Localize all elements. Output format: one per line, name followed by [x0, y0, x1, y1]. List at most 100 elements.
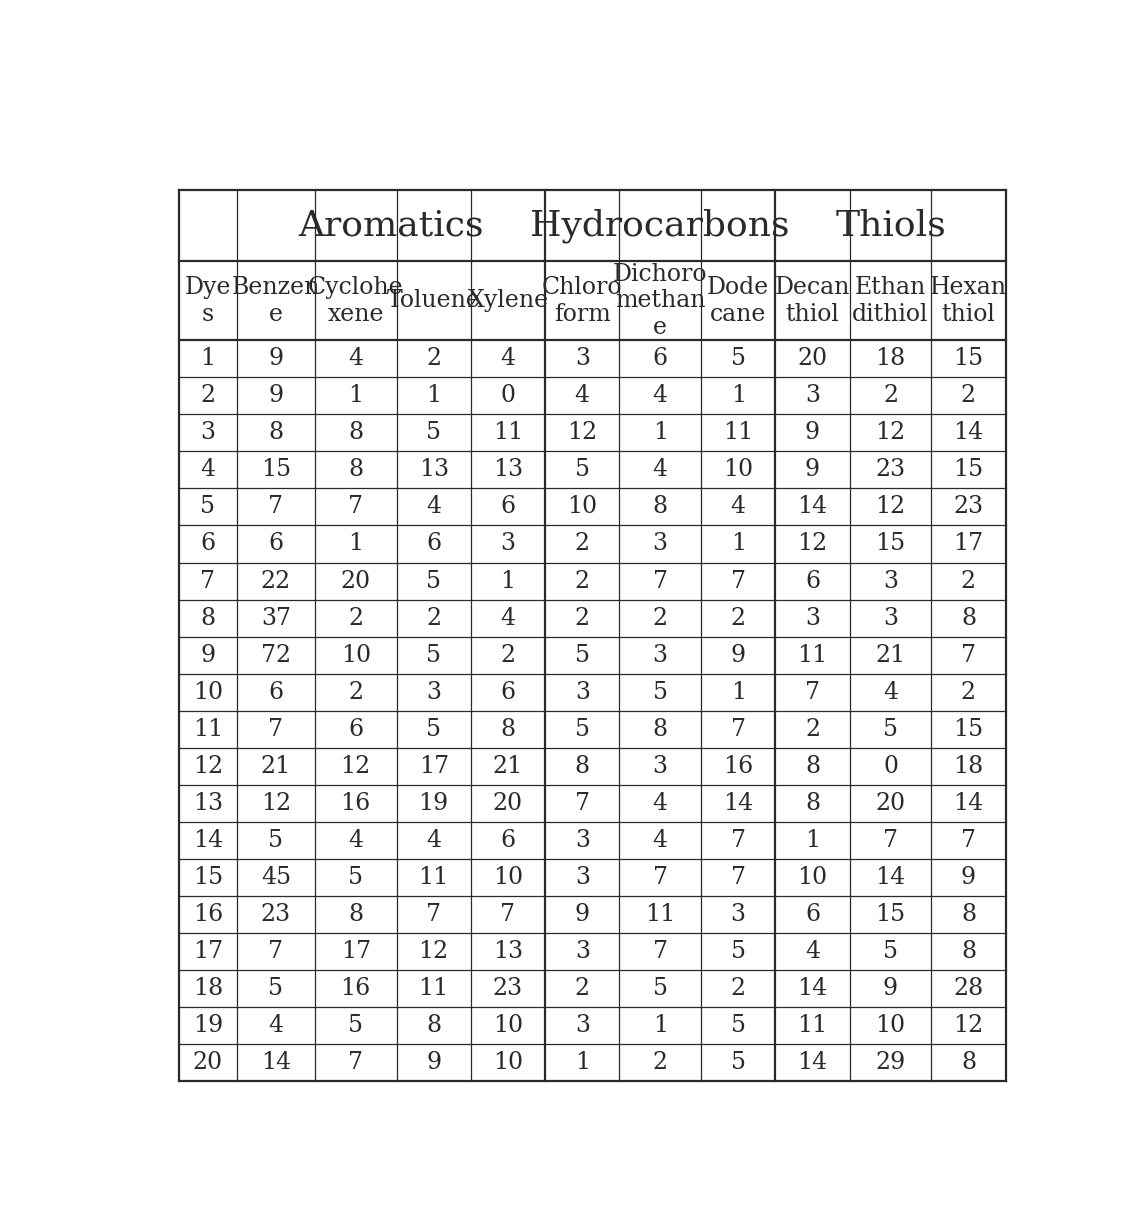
Text: 8: 8 — [805, 755, 820, 778]
Text: 23: 23 — [875, 458, 906, 481]
Text: 15: 15 — [260, 458, 291, 481]
Text: 3: 3 — [805, 384, 820, 407]
Text: 21: 21 — [493, 755, 523, 778]
Text: 10: 10 — [875, 1014, 906, 1038]
Text: 19: 19 — [193, 1014, 223, 1038]
Text: Cyclohe
xene: Cyclohe xene — [307, 276, 404, 326]
Text: 4: 4 — [731, 495, 746, 518]
Text: 8: 8 — [201, 607, 216, 629]
Text: 2: 2 — [575, 977, 590, 1001]
Text: 12: 12 — [953, 1014, 984, 1038]
Text: 7: 7 — [883, 828, 898, 852]
Text: 2: 2 — [805, 718, 820, 741]
Text: 6: 6 — [500, 495, 515, 518]
Text: 1: 1 — [731, 384, 746, 407]
Text: 16: 16 — [341, 977, 370, 1001]
Text: 7: 7 — [201, 570, 216, 592]
Text: 11: 11 — [193, 718, 223, 741]
Text: 2: 2 — [961, 570, 976, 592]
Text: 7: 7 — [653, 570, 668, 592]
Text: 14: 14 — [723, 792, 754, 815]
Text: 2: 2 — [961, 681, 976, 704]
Text: 19: 19 — [419, 792, 448, 815]
Text: 10: 10 — [493, 1014, 523, 1038]
Text: 12: 12 — [875, 495, 906, 518]
Text: 11: 11 — [419, 977, 448, 1001]
Text: 8: 8 — [268, 421, 283, 444]
Text: 0: 0 — [883, 755, 898, 778]
Text: 9: 9 — [805, 458, 820, 481]
Text: 20: 20 — [875, 792, 906, 815]
Text: 8: 8 — [349, 421, 364, 444]
Text: 6: 6 — [268, 681, 283, 704]
Text: 6: 6 — [805, 904, 820, 926]
Text: 1: 1 — [653, 1014, 668, 1038]
Text: 7: 7 — [961, 828, 976, 852]
Text: 3: 3 — [805, 607, 820, 629]
Text: 23: 23 — [953, 495, 984, 518]
Text: 4: 4 — [427, 495, 442, 518]
Text: 3: 3 — [575, 828, 590, 852]
Text: 5: 5 — [427, 570, 442, 592]
Text: 8: 8 — [575, 755, 590, 778]
Text: 4: 4 — [653, 458, 668, 481]
Text: 12: 12 — [260, 792, 291, 815]
Text: 2: 2 — [883, 384, 898, 407]
Text: 8: 8 — [653, 718, 668, 741]
Text: Thiols: Thiols — [835, 209, 946, 243]
Text: 9: 9 — [268, 347, 283, 371]
Text: 21: 21 — [260, 755, 291, 778]
Text: 10: 10 — [341, 644, 370, 667]
Text: 4: 4 — [653, 792, 668, 815]
Text: Decan
thiol: Decan thiol — [775, 276, 850, 326]
Text: 23: 23 — [260, 904, 291, 926]
Text: 7: 7 — [349, 1051, 364, 1075]
Text: 7: 7 — [575, 792, 590, 815]
Text: 17: 17 — [341, 940, 370, 963]
Text: 3: 3 — [575, 867, 590, 889]
Text: 13: 13 — [493, 940, 523, 963]
Text: 45: 45 — [260, 867, 291, 889]
Text: 13: 13 — [419, 458, 448, 481]
Text: 1: 1 — [349, 384, 364, 407]
Text: 10: 10 — [493, 867, 523, 889]
Text: 7: 7 — [731, 718, 746, 741]
Text: 5: 5 — [427, 718, 442, 741]
Text: 15: 15 — [953, 347, 984, 371]
Text: 4: 4 — [349, 828, 364, 852]
Text: 2: 2 — [500, 644, 515, 667]
Text: 1: 1 — [575, 1051, 590, 1075]
Text: 18: 18 — [875, 347, 906, 371]
Text: 3: 3 — [201, 421, 216, 444]
Text: 1: 1 — [201, 347, 216, 371]
Text: 2: 2 — [731, 607, 746, 629]
Text: 6: 6 — [500, 828, 515, 852]
Text: 14: 14 — [193, 828, 223, 852]
Text: 4: 4 — [349, 347, 364, 371]
Text: 16: 16 — [723, 755, 754, 778]
Text: 3: 3 — [731, 904, 746, 926]
Text: Dye
s: Dye s — [185, 276, 232, 326]
Text: 10: 10 — [568, 495, 598, 518]
Text: 14: 14 — [797, 495, 828, 518]
Text: 2: 2 — [575, 570, 590, 592]
Text: 5: 5 — [731, 1014, 746, 1038]
Text: Chloro
form: Chloro form — [543, 276, 623, 326]
Text: 3: 3 — [653, 755, 668, 778]
Text: 5: 5 — [575, 458, 590, 481]
Text: 11: 11 — [723, 421, 754, 444]
Text: Ethan
dithiol: Ethan dithiol — [852, 276, 929, 326]
Text: 20: 20 — [493, 792, 523, 815]
Text: 14: 14 — [797, 977, 828, 1001]
Text: 18: 18 — [953, 755, 984, 778]
Text: Hydrocarbons: Hydrocarbons — [531, 209, 790, 244]
Text: 1: 1 — [731, 681, 746, 704]
Text: 10: 10 — [797, 867, 828, 889]
Text: 20: 20 — [193, 1051, 223, 1075]
Text: 3: 3 — [427, 681, 442, 704]
Text: 14: 14 — [260, 1051, 291, 1075]
Text: 4: 4 — [653, 828, 668, 852]
Text: 2: 2 — [731, 977, 746, 1001]
Text: 10: 10 — [723, 458, 754, 481]
Text: 3: 3 — [575, 681, 590, 704]
